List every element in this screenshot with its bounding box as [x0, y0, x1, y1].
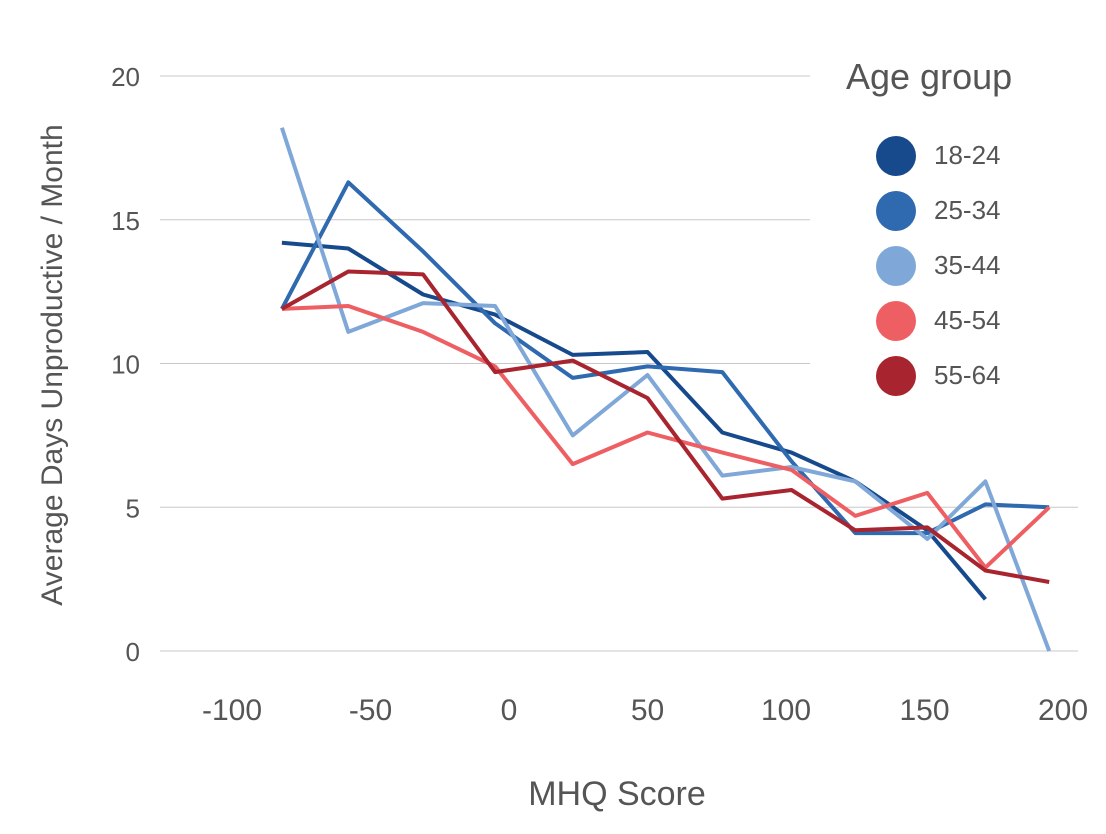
series-line-45-54: [281, 304, 1051, 570]
x-tick-labels: -100 -50 0 50 100 150 200: [202, 694, 1088, 727]
legend-item: 35-44: [846, 238, 1086, 293]
legend-title: Age group: [846, 56, 1013, 97]
y-tick-label: 15: [111, 206, 140, 236]
series-line-18-24: [281, 240, 987, 601]
x-tick-label: 200: [1038, 694, 1088, 727]
legend-swatch: [876, 245, 916, 286]
y-axis-title: Average Days Unproductive / Month: [36, 124, 69, 605]
legend: Age group 18-24 25-34 35-44 45-54 55-64: [846, 56, 1086, 403]
series-line-35-44: [279, 127, 1052, 652]
x-tick-label: 150: [899, 694, 949, 727]
x-tick-label: 100: [761, 694, 811, 727]
x-tick-label: -100: [202, 694, 262, 727]
y-tick-label: 10: [111, 350, 140, 380]
y-tick-label: 20: [111, 62, 140, 92]
series-lines: [279, 127, 1052, 652]
legend-label: 25-34: [934, 195, 1001, 225]
y-tick-label: 0: [126, 637, 140, 667]
legend-swatch: [876, 135, 916, 176]
legend-item: 55-64: [846, 348, 1086, 403]
x-tick-label: 0: [501, 694, 518, 727]
series-line-55-64: [280, 269, 1050, 584]
x-axis-title: MHQ Score: [528, 775, 706, 813]
y-tick-label: 5: [126, 493, 140, 523]
x-tick-label: 50: [631, 694, 664, 727]
y-tick-labels: 0 5 10 15 20: [111, 62, 140, 667]
legend-label: 18-24: [934, 140, 1001, 170]
legend-item: 25-34: [846, 183, 1086, 238]
legend-items: 18-24 25-34 35-44 45-54 55-64: [846, 128, 1086, 403]
legend-swatch: [876, 355, 916, 396]
legend-item: 18-24: [846, 128, 1086, 183]
legend-label: 45-54: [934, 305, 1001, 335]
legend-label: 55-64: [934, 360, 1001, 390]
x-tick-label: -50: [349, 694, 392, 727]
legend-swatch: [876, 190, 916, 231]
legend-swatch: [876, 300, 916, 341]
legend-item: 45-54: [846, 293, 1086, 348]
legend-label: 35-44: [934, 250, 1001, 280]
